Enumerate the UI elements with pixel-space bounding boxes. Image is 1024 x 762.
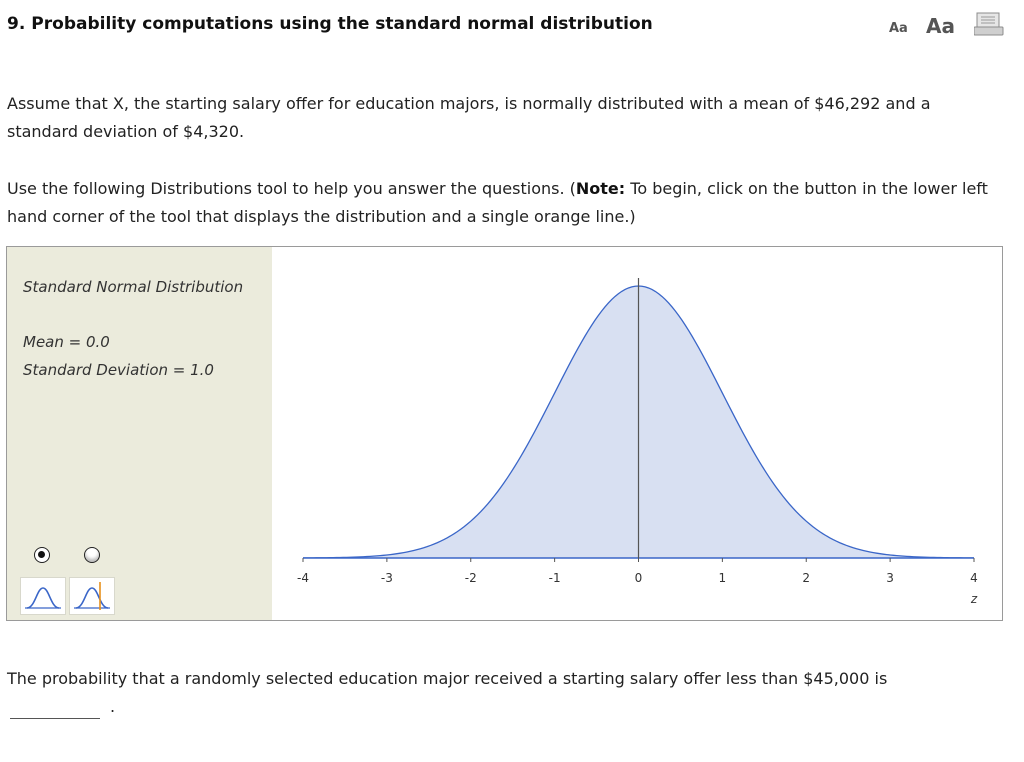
- instructions-start: Use the following Distributions tool to …: [7, 179, 576, 198]
- x-tick-label: -1: [549, 571, 561, 585]
- distribution-only-button[interactable]: [20, 577, 66, 615]
- x-tick-label: -4: [297, 571, 309, 585]
- font-size-large-button[interactable]: Aa: [926, 14, 955, 38]
- distributions-tool: Standard Normal Distribution Mean = 0.0 …: [6, 246, 1003, 621]
- instructions-end: To begin, click on the button in the low…: [7, 179, 988, 226]
- distribution-plot: -4 -3 -2 -1 0 1 2 3 4 z: [272, 247, 1002, 620]
- bell-curve-icon: [25, 587, 61, 609]
- tool-side-panel: Standard Normal Distribution Mean = 0.0 …: [7, 247, 272, 620]
- print-icon[interactable]: [973, 12, 1004, 36]
- x-tick-label: -3: [381, 571, 393, 585]
- tool-instructions: Use the following Distributions tool to …: [7, 175, 1002, 231]
- bell-curve-orange-line-icon: [74, 582, 110, 610]
- question-number: 9.: [7, 14, 26, 34]
- x-tick-label: 3: [886, 571, 894, 585]
- x-tick-label: -2: [465, 571, 477, 585]
- problem-statement: Assume that X, the starting salary offer…: [7, 94, 931, 141]
- note-label: Note:: [575, 179, 626, 198]
- question-text: The probability that a randomly selected…: [7, 669, 888, 688]
- radio-distribution-orange-line[interactable]: [84, 547, 100, 563]
- answer-period: .: [110, 697, 116, 716]
- question-title-text: Probability computations using the stand…: [31, 14, 653, 34]
- x-tick-label: 2: [802, 571, 810, 585]
- font-size-small-button[interactable]: Aa: [889, 21, 908, 36]
- answer-blank[interactable]: [10, 718, 100, 719]
- distribution-name: Standard Normal Distribution: [23, 278, 244, 296]
- mean-readout: Mean = 0.0: [23, 333, 110, 351]
- x-tick-label: 1: [719, 571, 727, 585]
- orange-line-button[interactable]: [69, 577, 115, 615]
- sd-readout: Standard Deviation = 1.0: [23, 361, 214, 379]
- question-title: 9. Probability computations using the sta…: [7, 14, 653, 34]
- x-tick-label: 0: [635, 571, 643, 585]
- x-axis-label: z: [970, 592, 978, 606]
- normal-curve-chart: -4 -3 -2 -1 0 1 2 3 4 z: [297, 278, 978, 606]
- x-tick-label: 4: [970, 571, 978, 585]
- radio-distribution-only[interactable]: [34, 547, 50, 563]
